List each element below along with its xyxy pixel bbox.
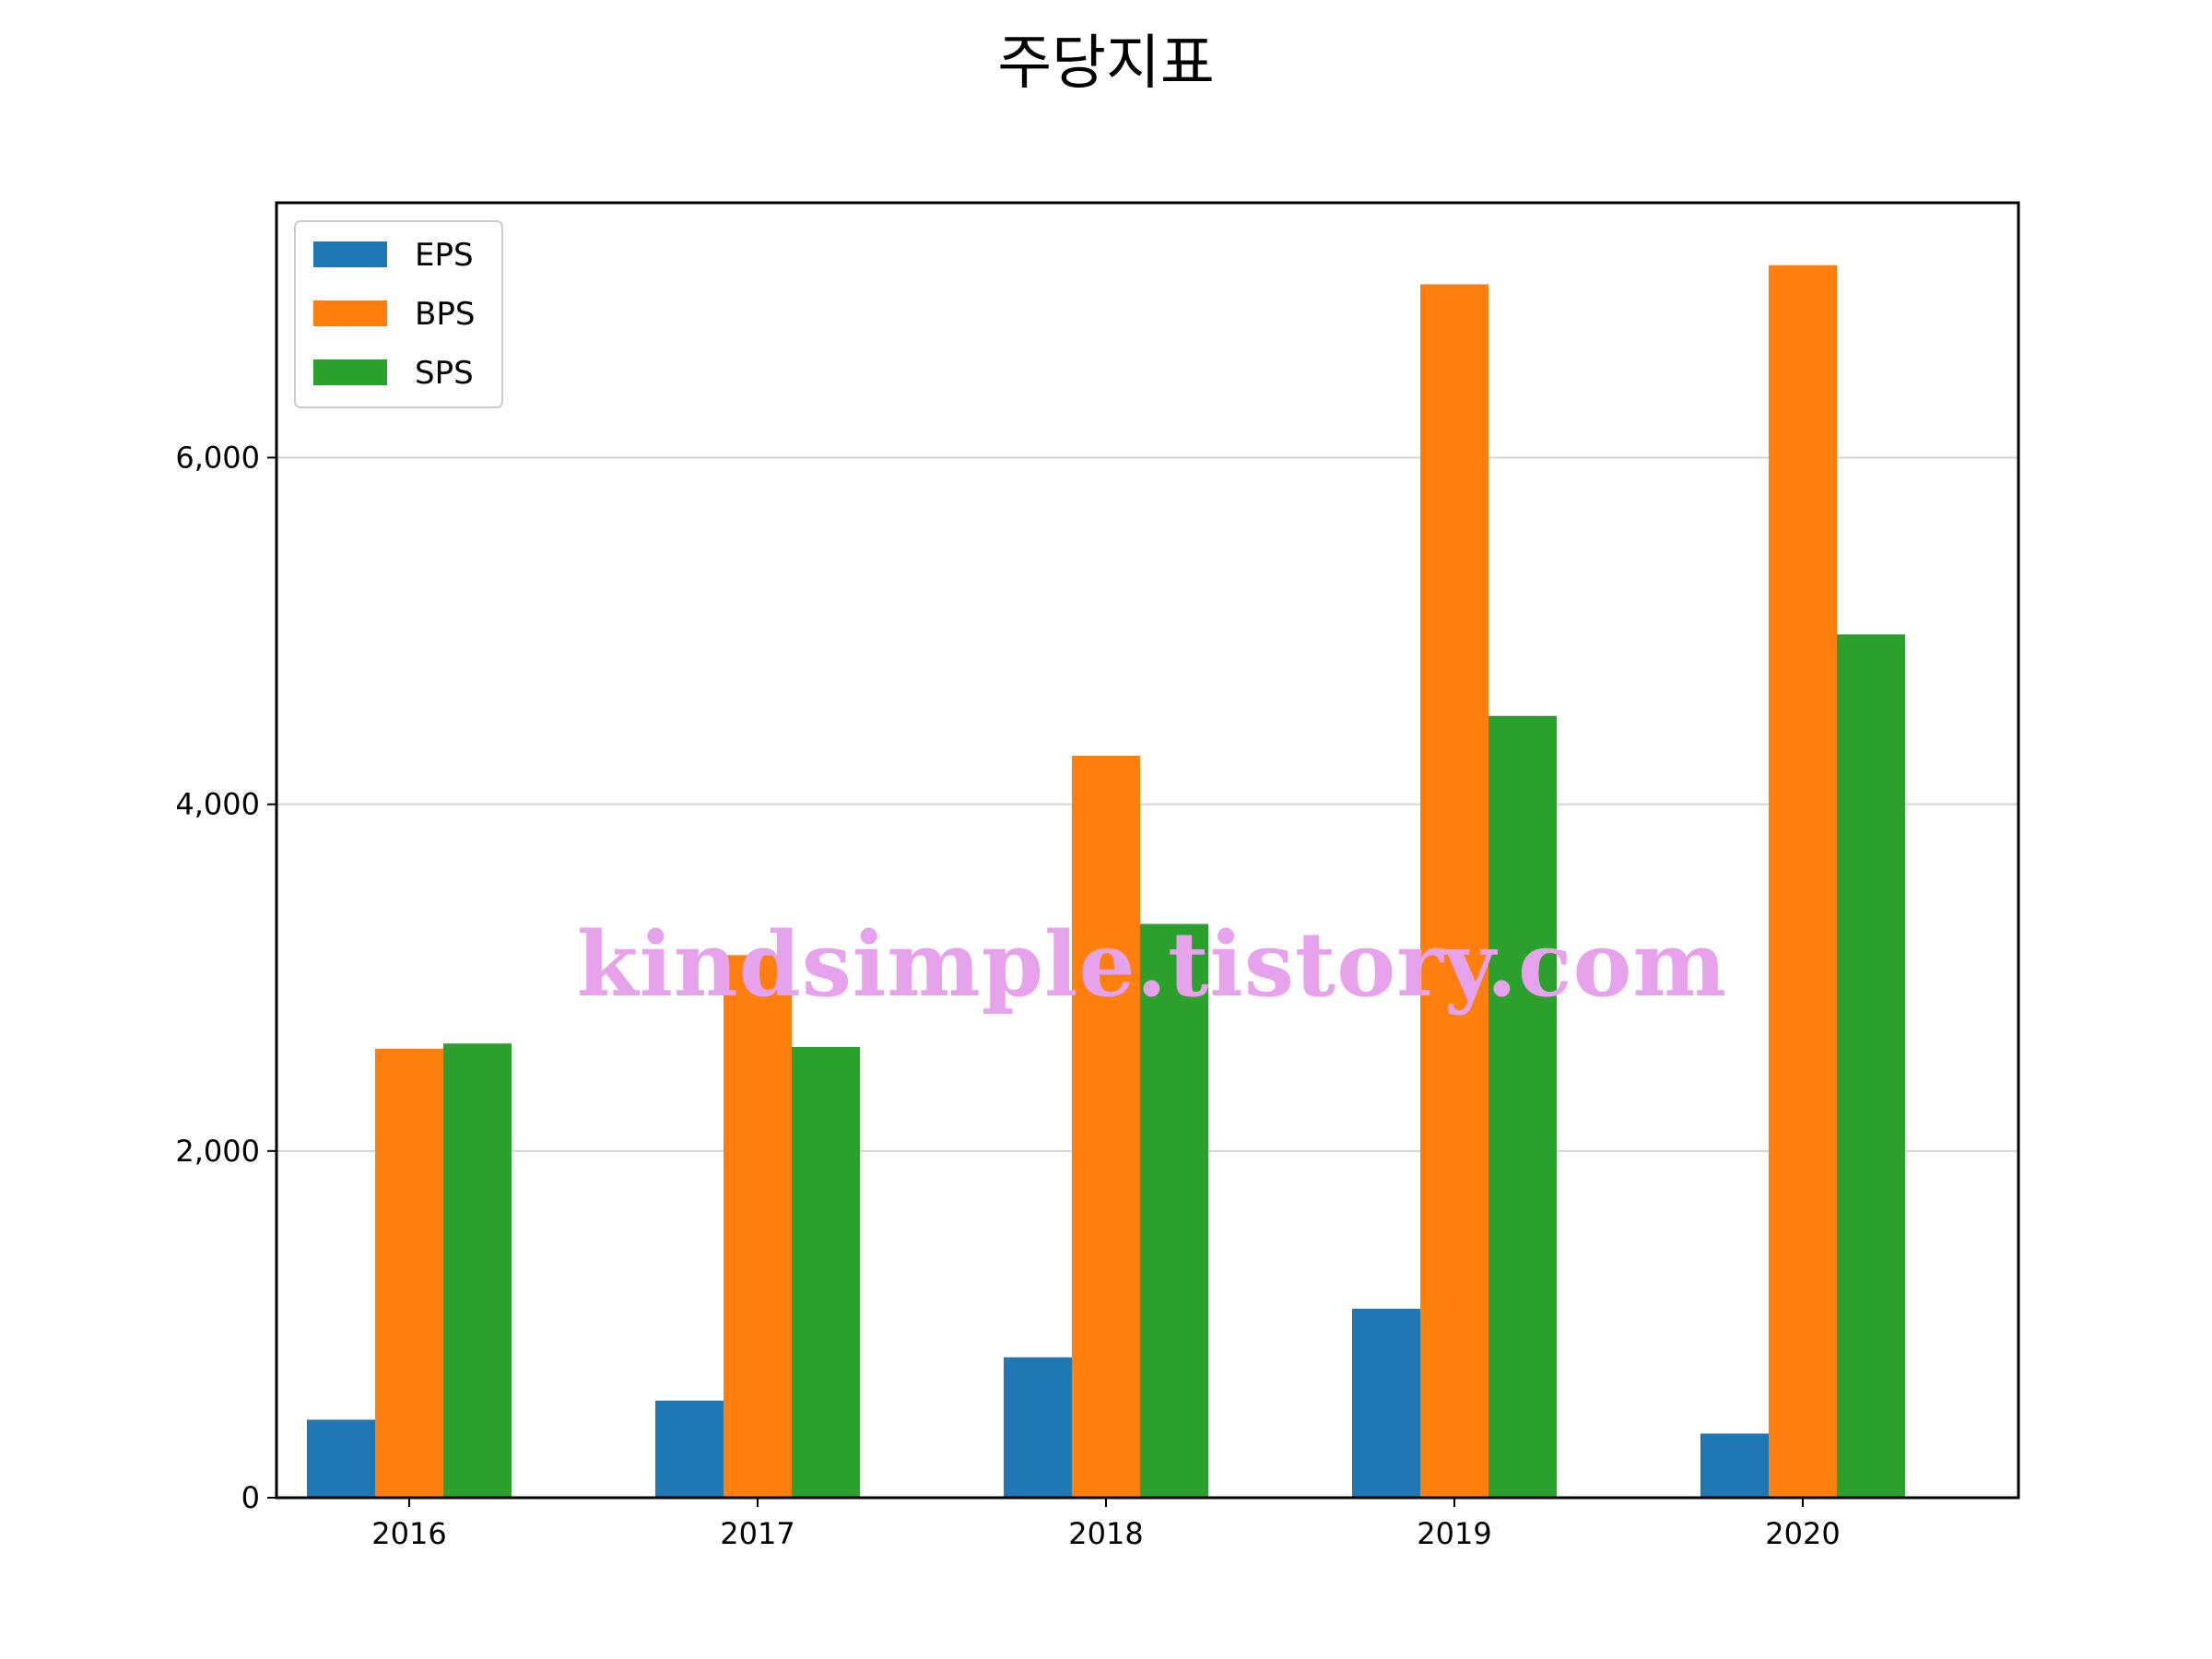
y-tick-label: 0 [241, 1480, 260, 1515]
legend-label-sps: SPS [415, 355, 474, 392]
bar-eps-2016 [307, 1419, 375, 1498]
x-tick-label: 2020 [1765, 1516, 1840, 1551]
bar-sps-2016 [443, 1043, 512, 1498]
bar-bps-2019 [1420, 284, 1488, 1498]
chart-title: 주당지표 [997, 29, 1215, 98]
x-tick-label: 2017 [720, 1516, 794, 1551]
y-tick-label: 4,000 [175, 787, 260, 822]
bar-bps-2020 [1769, 265, 1837, 1499]
bar-bps-2016 [375, 1048, 443, 1498]
bar-eps-2017 [655, 1400, 724, 1498]
bar-sps-2017 [792, 1046, 860, 1498]
legend-swatch-eps [313, 241, 387, 267]
legend-swatch-sps [313, 359, 387, 385]
plot-frame [275, 201, 2020, 1500]
legend-label-bps: BPS [415, 296, 475, 333]
watermark: kindsimple.tistory.com [577, 912, 1727, 1017]
bar-eps-2020 [1700, 1433, 1769, 1498]
y-axis: 0 2,000 4,000 6,000 [175, 440, 276, 1515]
bar-sps-2020 [1837, 634, 1905, 1498]
legend-label-eps: EPS [415, 237, 474, 274]
bar-eps-2018 [1004, 1357, 1072, 1498]
x-tick-label: 2016 [371, 1516, 446, 1551]
bar-sps-2019 [1488, 715, 1557, 1498]
legend-swatch-bps [313, 300, 387, 326]
y-tick-label: 6,000 [175, 440, 260, 475]
x-tick-label: 2018 [1068, 1516, 1143, 1551]
bars [307, 265, 1905, 1499]
bar-eps-2019 [1352, 1308, 1420, 1498]
y-tick-label: 2,000 [175, 1134, 260, 1169]
bar-sps-2018 [1140, 924, 1208, 1498]
bar-bps-2017 [724, 955, 792, 1498]
x-axis: 2016 2017 2018 2019 2020 [371, 1498, 1841, 1551]
bar-bps-2018 [1072, 755, 1140, 1498]
legend: EPS BPS SPS [294, 220, 503, 408]
x-tick-label: 2019 [1417, 1516, 1491, 1551]
